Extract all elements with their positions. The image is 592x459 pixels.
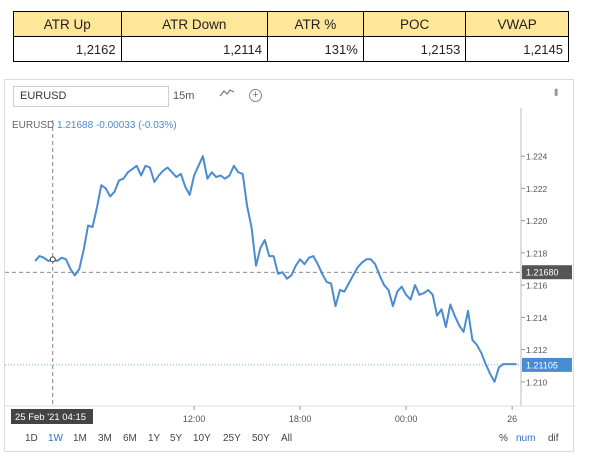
crosshair-point [49, 256, 56, 263]
y-tick-label: 1.220 [526, 216, 548, 226]
crosshair-time-box [11, 409, 93, 424]
value-atr-down: 1,2114 [120, 36, 268, 62]
range-1y[interactable]: 1Y [148, 433, 161, 444]
value-atr-up: 1,2162 [13, 36, 122, 62]
range-1w[interactable]: 1W [48, 433, 63, 444]
last-price-label: 1.21105 [526, 360, 558, 370]
chart-toolbar: EURUSD 15m + ••• [5, 80, 573, 108]
value-vwap: 1,2145 [465, 36, 569, 62]
scale-num[interactable]: num [516, 433, 536, 444]
y-tick-label: 1.224 [526, 152, 548, 162]
chart-widget: EURUSD 15m + ••• EURUSD 1.21688 -0.00033… [4, 79, 575, 452]
range-1m[interactable]: 1M [73, 433, 87, 444]
line-chart-icon[interactable] [219, 87, 235, 102]
interval-selector[interactable]: 15m [173, 90, 195, 102]
legend-symbol: EURUSD [12, 120, 55, 131]
chart-legend: EURUSD 1.21688 -0.00033 (-0.03%) [12, 120, 177, 131]
plus-icon[interactable]: + [249, 89, 262, 102]
stats-value-row: 1,2162 1,2114 131% 1,2153 1,2145 [13, 36, 569, 62]
range-5y[interactable]: 5Y [170, 433, 183, 444]
symbol-search-input[interactable]: EURUSD [13, 86, 169, 107]
legend-change: -0.00033 (-0.03%) [95, 120, 177, 131]
x-tick-label: 18:00 [289, 414, 312, 424]
range-3m[interactable]: 3M [98, 433, 112, 444]
crosshair-time-label: 25 Feb '21 04:15 [15, 412, 86, 423]
crosshair-price-label: 1.21680 [526, 268, 559, 278]
x-tick-label: 00:00 [395, 414, 418, 424]
header-atr-up: ATR Up [13, 11, 122, 37]
range-50y[interactable]: 50Y [252, 433, 270, 444]
range-bar: 1D 1W 1M 3M 6M 1Y 5Y 10Y 25Y 50Y All % n… [5, 430, 573, 450]
y-tick-label: 1.210 [526, 377, 548, 387]
price-chart[interactable]: 1.224 1.222 1.220 1.218 1.216 1.214 1.212 1.210… [5, 80, 575, 430]
x-tick-label: 26 [507, 414, 517, 424]
value-poc: 1,2153 [362, 36, 467, 62]
header-poc: POC [362, 11, 467, 37]
range-6m[interactable]: 6M [123, 433, 137, 444]
stats-header-row: ATR Up ATR Down ATR % POC VWAP [13, 11, 569, 37]
y-tick-label: 1.216 [526, 281, 548, 291]
range-10y[interactable]: 10Y [193, 433, 211, 444]
price-series-line [34, 155, 517, 383]
y-tick-label: 1.212 [526, 345, 548, 355]
legend-price: 1.21688 [57, 120, 94, 131]
y-tick-label: 1.218 [526, 248, 548, 258]
y-tick-label: 1.222 [526, 184, 548, 194]
crosshair-price-label-box [522, 265, 572, 280]
scale-percent[interactable]: % [499, 433, 508, 444]
y-tick-label: 1.214 [526, 313, 548, 323]
more-vertical-icon[interactable]: ••• [549, 88, 563, 95]
x-tick-label: 12:00 [183, 414, 206, 424]
header-atr-down: ATR Down [120, 11, 268, 37]
value-atr-percent: 131% [266, 36, 364, 62]
scale-diff[interactable]: dif [548, 433, 559, 444]
stats-table: ATR Up ATR Down ATR % POC VWAP 1,2162 1,… [13, 11, 569, 62]
range-1d[interactable]: 1D [25, 433, 38, 444]
last-price-label-box [522, 357, 572, 372]
range-all[interactable]: All [281, 433, 293, 444]
header-atr-percent: ATR % [266, 11, 364, 37]
header-vwap: VWAP [465, 11, 569, 37]
range-25y[interactable]: 25Y [223, 433, 241, 444]
